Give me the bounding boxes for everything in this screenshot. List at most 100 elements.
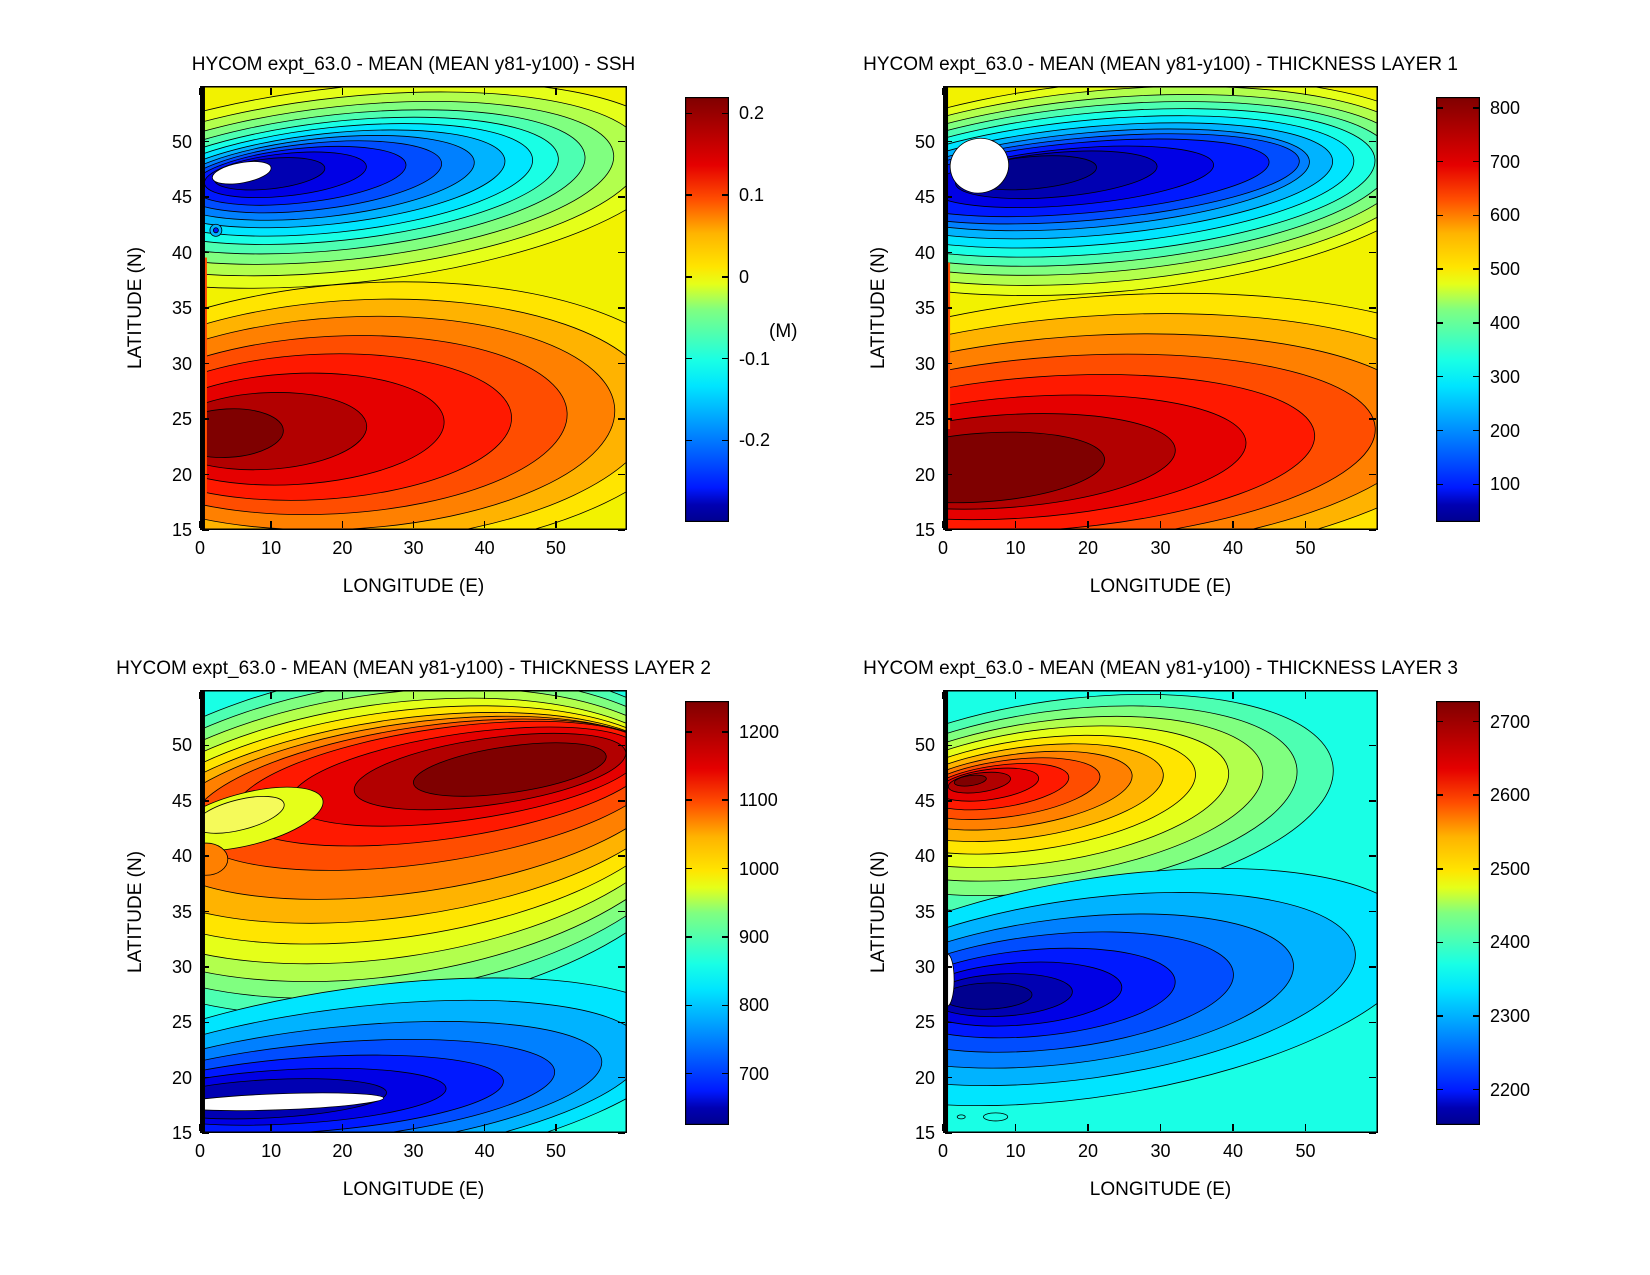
x-tick-mark	[942, 521, 944, 528]
colorbar-tick-mark	[722, 799, 728, 801]
x-tick-label: 50	[545, 1141, 566, 1161]
plot-area: 0 10 20 30 40 50 50 45 40 35 30 25 20 15	[915, 690, 1378, 1161]
y-tick-mark	[945, 140, 952, 143]
x-tick-mark	[270, 692, 272, 699]
y-tick-label: 45	[171, 187, 192, 207]
x-tick-mark	[270, 1124, 272, 1131]
colorbar-tick-mark	[686, 439, 692, 442]
y-tick-mark	[202, 910, 209, 913]
y-tick-mark	[1369, 362, 1376, 365]
y-tick-mark	[618, 1076, 625, 1079]
y-tick-mark	[202, 855, 209, 857]
colorbar-tick-label: -0.1	[739, 348, 771, 369]
y-tick-mark	[1369, 307, 1376, 309]
plot-title: HYCOM expt_63.0 - MEAN (MEAN y81-y100) -…	[863, 658, 1458, 679]
colorbar-tick-mark	[1437, 429, 1443, 432]
y-tick-label: 15	[171, 1123, 192, 1143]
x-axis-label: LONGITUDE (E)	[1089, 1179, 1232, 1200]
colorbar-tick-label: 200	[1490, 420, 1521, 441]
x-axis-label: LONGITUDE (E)	[342, 576, 485, 597]
colorbar-tick-mark	[1437, 868, 1443, 870]
y-tick-label: 35	[171, 298, 192, 318]
colorbar-tick-mark	[1437, 1015, 1443, 1017]
x-tick-mark	[412, 88, 415, 95]
y-tick-label: 45	[914, 187, 935, 207]
y-tick-mark	[1369, 196, 1376, 198]
colorbar-tick-mark	[1473, 160, 1479, 163]
colorbar-tick-label: -0.2	[739, 430, 771, 451]
x-tick-mark	[942, 692, 944, 699]
y-tick-mark	[202, 1076, 209, 1079]
y-tick-mark	[945, 473, 952, 476]
x-tick-mark	[555, 88, 557, 95]
colorbar-tick-mark	[1437, 483, 1443, 486]
x-tick-label: 40	[1222, 538, 1244, 558]
x-tick-label: 10	[1005, 1141, 1026, 1161]
x-tick-mark	[1232, 1124, 1234, 1131]
x-tick-mark	[483, 1124, 486, 1131]
x-tick-mark	[1232, 692, 1234, 699]
colorbar-tick-mark	[1473, 1088, 1479, 1091]
colorbar-unit-label: (M)	[769, 320, 798, 342]
y-tick-mark	[945, 1076, 952, 1079]
colorbar-tick-label: 800	[1490, 97, 1521, 118]
colorbar-tick-label: 2600	[1490, 785, 1531, 806]
colorbar-tick-mark	[1473, 429, 1479, 432]
colorbar-tick-mark	[686, 276, 692, 278]
colorbar-tick-mark	[1473, 1015, 1479, 1017]
colorbar-tick-mark	[722, 357, 728, 360]
y-tick-label: 30	[171, 353, 192, 374]
colorbar-tick-mark	[1473, 720, 1479, 723]
x-tick-label: 50	[1295, 1141, 1316, 1161]
x-tick-mark	[483, 88, 486, 95]
y-tick-mark	[1369, 473, 1376, 476]
x-tick-mark	[199, 88, 201, 95]
plot-title: HYCOM expt_63.0 - MEAN (MEAN y81-y100) -…	[191, 54, 636, 75]
colorbar-tick-mark	[686, 357, 692, 360]
colorbar-tick-mark	[1437, 214, 1443, 217]
y-tick-mark	[1369, 966, 1376, 968]
colorbar-tick-mark	[1437, 794, 1443, 796]
y-tick-mark	[202, 140, 209, 143]
x-tick-mark	[483, 692, 486, 699]
colorbar-tick-mark	[722, 194, 728, 196]
x-tick-mark	[942, 88, 944, 95]
x-tick-label: 0	[937, 538, 948, 558]
y-tick-label: 25	[171, 409, 192, 429]
y-tick-label: 30	[914, 353, 935, 374]
y-tick-mark	[945, 196, 952, 198]
colorbar-tick-label: 0.1	[739, 185, 765, 206]
colorbar: 1200 1100 1000 900 800 700	[685, 701, 799, 1125]
colorbar-tick-mark	[1437, 107, 1443, 109]
y-tick-mark	[202, 744, 209, 747]
y-tick-label: 35	[914, 901, 935, 922]
y-tick-mark	[202, 196, 209, 198]
x-tick-mark	[1014, 88, 1017, 95]
x-tick-label: 50	[545, 538, 566, 558]
x-tick-label: 40	[474, 1141, 495, 1161]
x-tick-label: 0	[194, 538, 205, 558]
x-tick-mark	[270, 521, 272, 528]
x-tick-label: 20	[1077, 1141, 1099, 1161]
contour-field-1	[943, 86, 1378, 530]
y-tick-label: 40	[171, 846, 192, 867]
x-tick-mark	[483, 521, 486, 528]
y-tick-label: 35	[171, 901, 192, 922]
subplot-thickness-layer-2: HYCOM expt_63.0 - MEAN (MEAN y81-y100) -…	[116, 658, 779, 1200]
colorbar-tick-mark	[722, 1072, 728, 1075]
y-tick-mark	[945, 1132, 952, 1134]
y-tick-label: 20	[914, 464, 935, 485]
colorbar-tick-label: 1100	[739, 790, 778, 811]
colorbar-tick-label: 1200	[739, 721, 780, 742]
x-tick-mark	[1087, 692, 1089, 699]
colorbar-tick-mark	[722, 1004, 728, 1007]
x-tick-mark	[1014, 1124, 1017, 1131]
plot-title: HYCOM expt_63.0 - MEAN (MEAN y81-y100) -…	[863, 54, 1458, 75]
x-tick-mark	[1087, 88, 1089, 95]
x-tick-label: 40	[1222, 1141, 1244, 1161]
x-tick-mark	[1014, 521, 1017, 528]
y-tick-mark	[618, 800, 625, 802]
subplot-thickness-layer-3: HYCOM expt_63.0 - MEAN (MEAN y81-y100) -…	[863, 658, 1530, 1200]
colorbar-tick-mark	[686, 112, 692, 115]
colorbar-tick-mark	[1437, 941, 1443, 944]
